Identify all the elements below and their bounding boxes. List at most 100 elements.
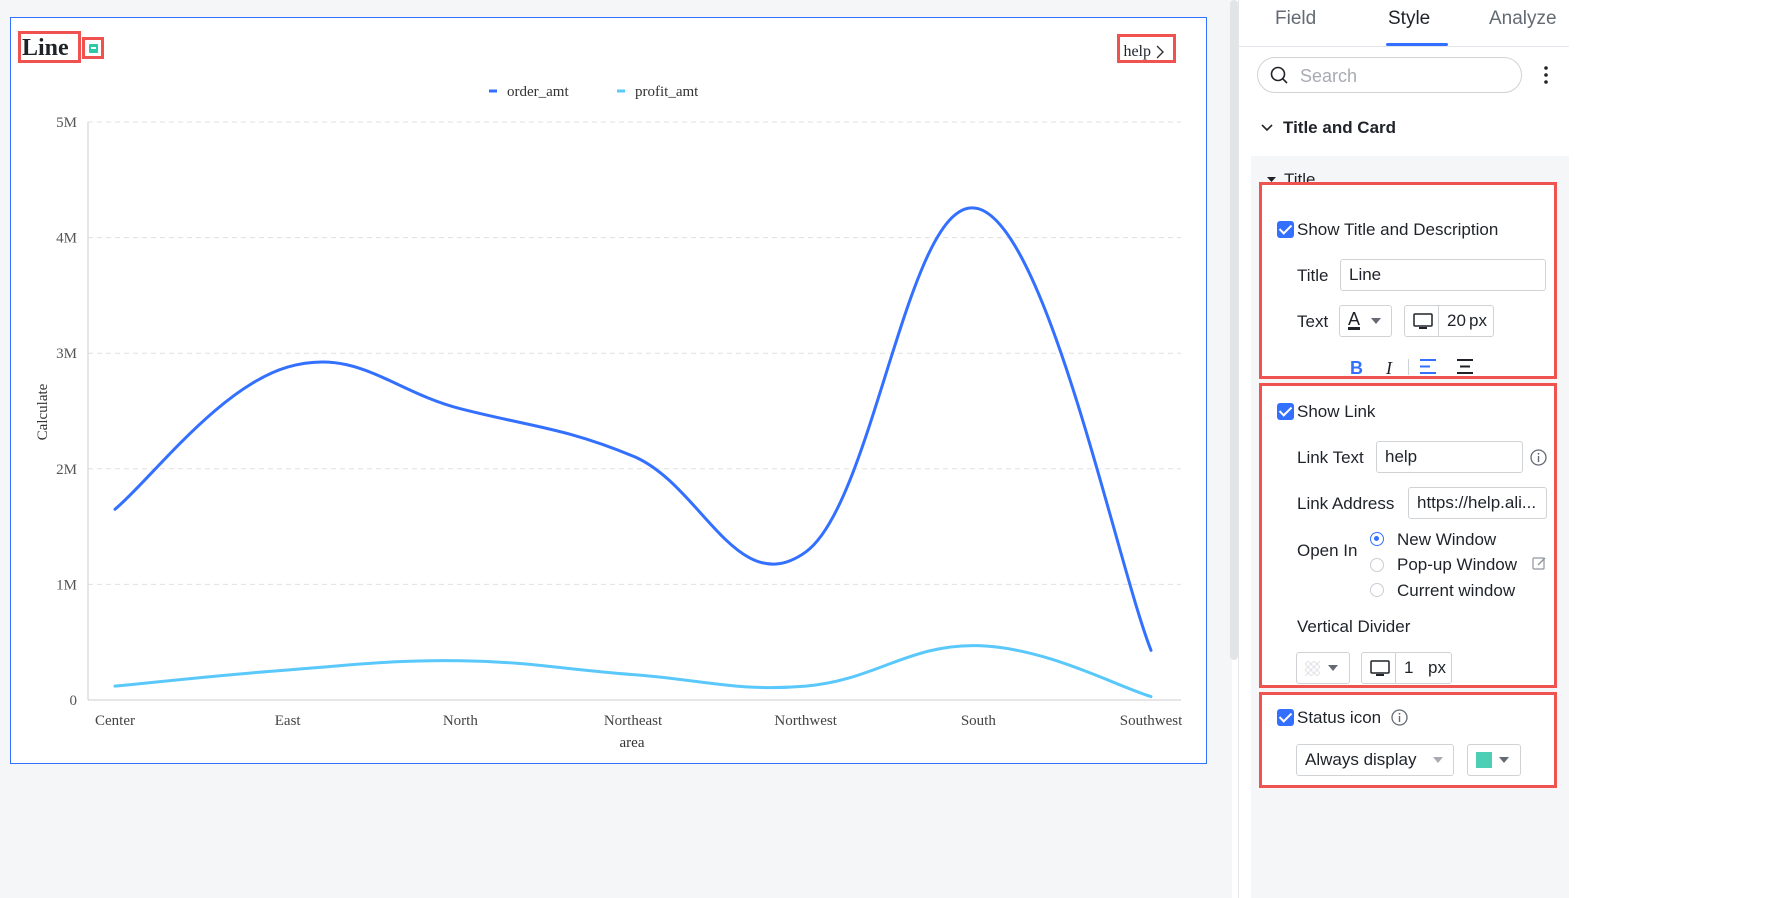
font-color-picker[interactable]: A [1339, 305, 1392, 337]
y-tick-label: 4M [56, 231, 77, 247]
caret-down-icon [1267, 177, 1276, 182]
chevron-down-icon [1261, 124, 1273, 132]
divider-color-picker[interactable] [1296, 652, 1350, 684]
x-tick-label: East [275, 713, 302, 729]
caret-down-icon [1371, 318, 1381, 324]
divider-size-field[interactable]: 1 px [1361, 652, 1452, 684]
field-divider [1395, 653, 1396, 683]
field-divider [1438, 306, 1439, 336]
section-title-and-card[interactable]: Title and Card [1261, 118, 1396, 138]
italic-button[interactable]: I [1386, 358, 1392, 378]
caret-down-icon [1499, 757, 1509, 763]
title-field-label: Title [1297, 266, 1329, 285]
vertical-divider-label: Vertical Divider [1297, 617, 1411, 636]
show-title-label: Show Title and Description [1297, 220, 1499, 239]
section-label: Title and Card [1283, 118, 1397, 137]
title-settings-group: Show Title and Description Title Line Te… [1259, 182, 1557, 379]
monitor-icon [1370, 660, 1390, 676]
line-chart: 0 1M 2M 3M 4M 5M Center East North Northeast Nort… [35, 84, 1183, 751]
active-tab-indicator [1386, 43, 1448, 46]
help-link-text: help [1123, 43, 1151, 60]
caret-down-icon [1433, 757, 1443, 763]
y-tick-label: 0 [70, 693, 78, 709]
status-display-value: Always display [1305, 750, 1417, 769]
show-link-checkbox[interactable] [1277, 403, 1294, 420]
radio-new-window[interactable] [1370, 532, 1384, 546]
search-box[interactable] [1257, 57, 1522, 93]
more-options-icon[interactable] [1543, 64, 1549, 86]
text-style-label: Text [1297, 312, 1329, 331]
title-field[interactable]: Line [1340, 259, 1546, 291]
status-icon-label: Status icon [1297, 708, 1382, 727]
info-icon[interactable] [1391, 709, 1408, 726]
divider-size-unit: px [1428, 658, 1446, 677]
panel-tabs: Field Style Analyze [1239, 0, 1569, 47]
search-input[interactable] [1298, 62, 1512, 90]
grid-lines [87, 121, 1181, 701]
show-link-label: Show Link [1297, 402, 1376, 421]
chart-title[interactable]: Line [22, 35, 69, 61]
link-address-label: Link Address [1297, 494, 1395, 513]
transparent-swatch [1305, 661, 1320, 676]
report-canvas: 0 1M 2M 3M 4M 5M Center East North Northeast Nort… [10, 17, 1207, 764]
info-icon[interactable] [1530, 449, 1547, 466]
divider-size-value: 1 [1404, 658, 1414, 677]
font-color-icon: A [1348, 309, 1361, 329]
tab-style[interactable]: Style [1388, 8, 1431, 29]
settings-panel: Field Style Analyze Title and Card Title… [1238, 0, 1768, 898]
option-new-window: New Window [1397, 530, 1497, 549]
tab-field[interactable]: Field [1275, 8, 1317, 29]
search-icon [1270, 66, 1288, 84]
align-center-icon[interactable] [1456, 358, 1474, 375]
link-text-label: Link Text [1297, 448, 1364, 467]
tab-analyze[interactable]: Analyze [1489, 8, 1557, 29]
line-chart-card[interactable]: 0 1M 2M 3M 4M 5M Center East North Northeast Nort… [10, 17, 1207, 764]
option-current-window: Current window [1397, 581, 1516, 600]
y-axis-ticks: 0 1M 2M 3M 4M 5M [56, 115, 77, 709]
legend-label: profit_amt [635, 84, 699, 100]
help-link[interactable]: help [1117, 40, 1170, 64]
radio-popup-window[interactable] [1370, 558, 1384, 572]
legend: order_amt profit_amt [489, 84, 699, 100]
x-tick-label: North [443, 713, 478, 729]
link-text-field[interactable]: help [1376, 441, 1523, 473]
series-line-profit_amt [113, 644, 1153, 699]
bold-button[interactable]: B [1350, 358, 1363, 378]
font-size-value: 20 [1447, 311, 1466, 330]
toolbar-divider [1408, 359, 1409, 375]
legend-label: order_amt [507, 84, 569, 100]
caret-down-icon [1328, 665, 1338, 671]
link-address-field[interactable]: https://help.ali... [1408, 487, 1547, 519]
radio-current-window[interactable] [1370, 583, 1384, 597]
series-line-order_amt [113, 206, 1153, 652]
status-display-select[interactable]: Always display [1296, 744, 1454, 776]
y-tick-label: 2M [56, 462, 77, 478]
x-tick-label: Center [95, 713, 135, 729]
chevron-right-icon [1156, 45, 1164, 59]
edit-icon[interactable] [1532, 556, 1547, 571]
x-tick-label: South [961, 713, 997, 729]
x-tick-label: Northeast [604, 713, 663, 729]
y-axis-label: Calculate [35, 383, 51, 440]
open-in-label: Open In [1297, 541, 1358, 560]
x-axis-label: area [620, 735, 645, 751]
x-tick-label: Northwest [774, 713, 837, 729]
y-tick-label: 3M [56, 346, 77, 362]
option-popup-window: Pop-up Window [1397, 555, 1518, 574]
y-tick-label: 1M [56, 577, 77, 593]
font-size-field[interactable]: 20 px [1404, 305, 1494, 337]
align-left-icon[interactable] [1419, 358, 1437, 375]
status-color-swatch [1476, 752, 1492, 768]
status-icon[interactable] [85, 40, 101, 56]
show-title-checkbox[interactable] [1277, 221, 1294, 238]
status-icon-checkbox[interactable] [1277, 709, 1294, 726]
status-color-picker[interactable] [1467, 744, 1521, 776]
font-size-unit: px [1469, 311, 1487, 330]
status-icon-settings-group: Status icon Always display [1259, 692, 1557, 788]
canvas-scrollbar[interactable] [1230, 0, 1238, 660]
x-axis-ticks: Center East North Northeast Northwest South So… [95, 713, 1183, 729]
monitor-icon [1413, 313, 1433, 329]
x-tick-label: Southwest [1120, 713, 1183, 729]
y-tick-label: 5M [56, 115, 77, 131]
link-settings-group: Show Link Link Text help Link Address ht… [1259, 383, 1557, 688]
